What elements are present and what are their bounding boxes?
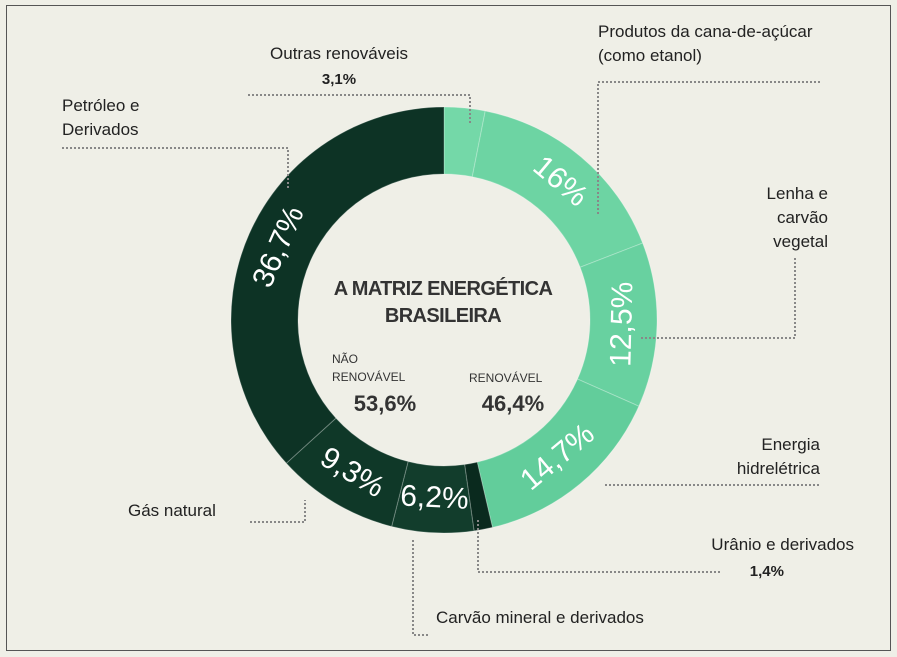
leader-line [597, 81, 820, 215]
leader-line [640, 258, 796, 339]
donut-segment [391, 460, 475, 534]
donut-segment [576, 242, 658, 407]
group-value: 53,6% [353, 391, 417, 416]
group-name: NÃO RENOVÁVEL [332, 352, 406, 384]
donut-segment [230, 106, 445, 464]
value-label: 1,4% [749, 563, 784, 580]
value-label: 12,5% [604, 281, 639, 367]
donut-segment [476, 378, 640, 529]
leader-line [250, 500, 306, 523]
leader-line [248, 94, 471, 125]
donut-segment [471, 110, 644, 268]
category-label: Energia hidrelétrica [736, 435, 820, 478]
category-label: Urânio e derivados [711, 535, 854, 554]
chart-title: A MATRIZ ENERGÉTICA BRASILEIRA [333, 278, 553, 327]
leader-line [412, 540, 430, 636]
category-label: Lenha e carvão vegetal [766, 184, 828, 251]
group-name: RENOVÁVEL [469, 371, 543, 385]
category-label: Produtos da cana-de-açúcar (como etanol) [598, 22, 813, 65]
donut-segment [443, 106, 486, 178]
value-label: 3,1% [321, 71, 357, 88]
category-label: Gás natural [128, 501, 216, 520]
category-label: Petróleo e Derivados [62, 96, 140, 139]
leader-line [477, 520, 722, 573]
category-label: Outras renováveis [270, 44, 408, 63]
value-label: 6,2% [399, 479, 469, 516]
category-label: Carvão mineral e derivados [436, 608, 644, 627]
leader-line [62, 147, 289, 190]
frame [6, 5, 891, 651]
group-value: 46,4% [481, 391, 545, 416]
